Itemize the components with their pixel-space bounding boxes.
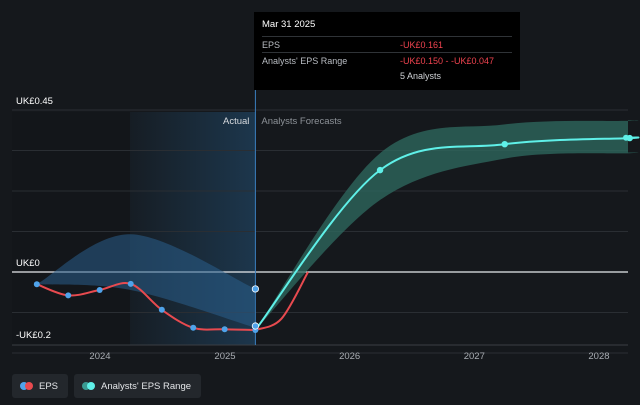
eps-point-1 bbox=[65, 292, 72, 299]
x-tick-label-2: 2026 bbox=[339, 351, 360, 362]
tooltip-row-range: Analysts' EPS Range -UK£0.150 - -UK£0.04… bbox=[262, 52, 512, 68]
forecast-point-1 bbox=[501, 141, 508, 148]
tooltip-analysts-value: 5 Analysts bbox=[400, 70, 442, 81]
y-tick-label-2: -UK£0.2 bbox=[16, 330, 51, 341]
tooltip-date: Mar 31 2025 bbox=[262, 19, 316, 30]
x-tick-label-4: 2028 bbox=[588, 351, 609, 362]
eps-dot-blue bbox=[20, 382, 28, 390]
tooltip-range-value: -UK£0.150 - -UK£0.047 bbox=[400, 55, 495, 66]
y-tick-label-1: UK£0 bbox=[16, 258, 40, 269]
eps-dots-icon bbox=[20, 382, 33, 390]
tooltip-range-label: Analysts' EPS Range bbox=[262, 55, 348, 66]
actual-darker bbox=[12, 112, 130, 345]
eps-point-0 bbox=[33, 281, 40, 288]
forecast-label: Analysts Forecasts bbox=[261, 116, 341, 127]
legend-item-eps[interactable]: EPS bbox=[12, 374, 69, 398]
legend-item-range[interactable]: Analysts' EPS Range bbox=[74, 374, 202, 398]
eps-point-6 bbox=[221, 326, 228, 333]
tooltip-row-analysts: 5 Analysts bbox=[262, 68, 512, 83]
eps-point-4 bbox=[158, 306, 165, 313]
tooltip-eps-value: -UK£0.161 bbox=[400, 39, 444, 50]
eps-point-3 bbox=[127, 280, 134, 287]
range-dot-dark bbox=[82, 382, 91, 390]
forecast-point-end bbox=[623, 134, 629, 141]
forecast-range-band bbox=[255, 120, 639, 330]
eps-point-5 bbox=[190, 324, 197, 331]
legend-range-label: Analysts' EPS Range bbox=[101, 380, 192, 392]
tooltip: Mar 31 2025 EPS -UK£0.161 Analysts' EPS … bbox=[254, 12, 520, 90]
range-dot-light bbox=[87, 382, 96, 390]
eps-point-2 bbox=[96, 287, 103, 293]
x-tick-label-0: 2024 bbox=[89, 351, 110, 362]
tooltip-row-eps: EPS -UK£0.161 bbox=[262, 36, 512, 52]
x-tick-label-3: 2027 bbox=[464, 351, 485, 362]
tooltip-eps-label: EPS bbox=[262, 39, 281, 50]
range-dots-icon bbox=[82, 382, 96, 390]
range-point-1 bbox=[251, 322, 259, 330]
actual-label: Actual bbox=[223, 116, 249, 127]
past-range-band bbox=[36, 234, 256, 328]
eps-dot-red bbox=[25, 382, 33, 390]
legend: EPS Analysts' EPS Range bbox=[12, 374, 202, 398]
legend-eps-label: EPS bbox=[39, 380, 59, 392]
y-tick-label-0: UK£0.45 bbox=[16, 96, 53, 107]
forecast-line-negative bbox=[255, 271, 309, 331]
forecast-point-0 bbox=[376, 166, 384, 174]
range-point-0 bbox=[251, 285, 259, 293]
x-tick-label-1: 2025 bbox=[214, 351, 235, 362]
